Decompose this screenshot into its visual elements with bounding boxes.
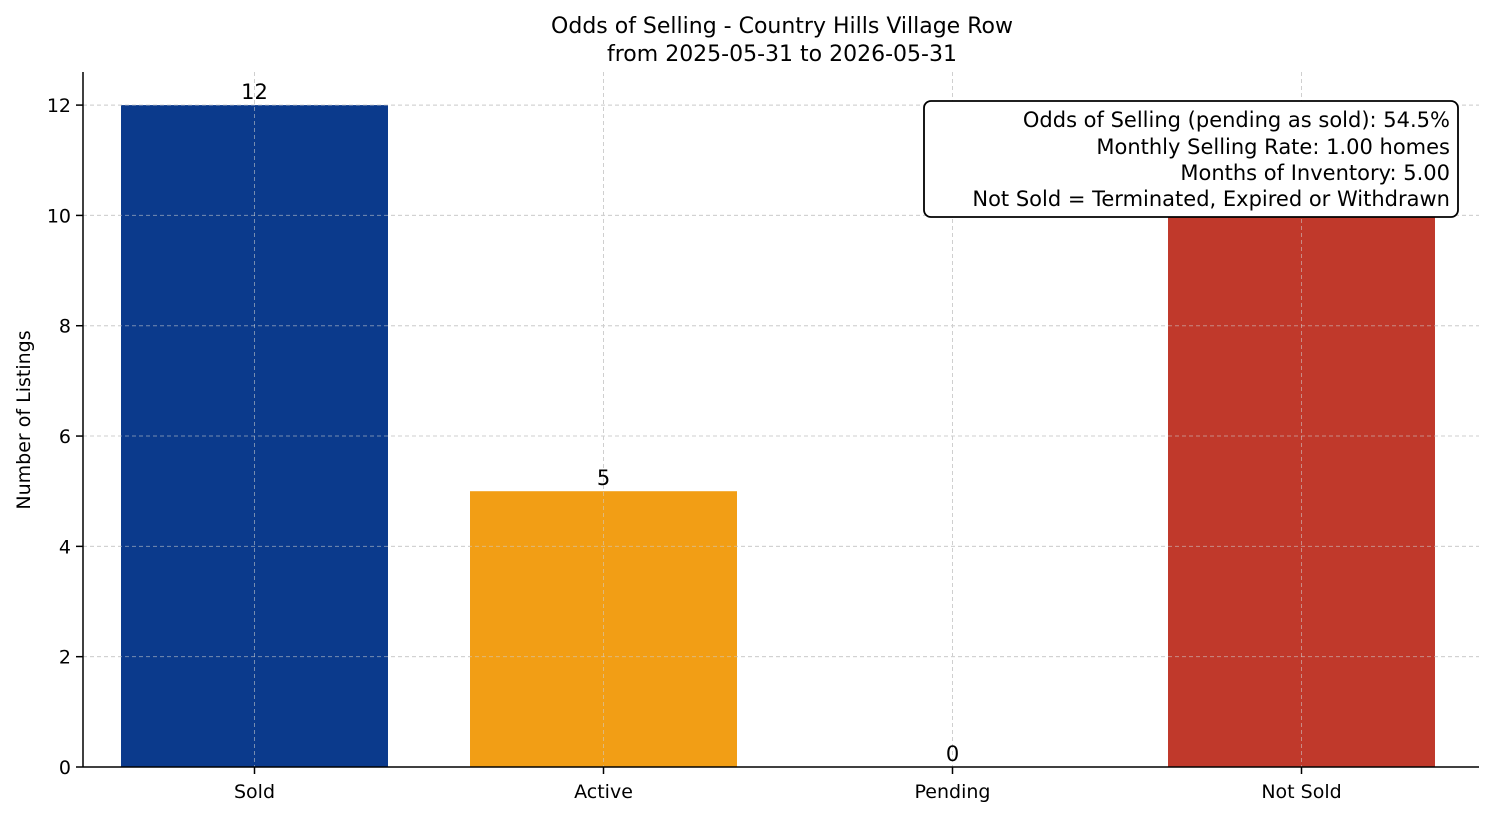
- bar-value-label: 0: [946, 742, 959, 766]
- x-tick-label: Sold: [234, 781, 275, 803]
- x-tick-label: Active: [574, 781, 633, 803]
- info-line-odds: Odds of Selling (pending as sold): 54.5%: [1023, 108, 1450, 132]
- y-tick-label: 12: [47, 95, 71, 117]
- y-tick-label: 2: [59, 647, 71, 669]
- x-tick-label: Not Sold: [1261, 781, 1341, 803]
- y-axis-label: Number of Listings: [13, 330, 35, 509]
- y-tick-label: 6: [59, 426, 71, 448]
- info-line-not-sold-definition: Not Sold = Terminated, Expired or Withdr…: [972, 187, 1450, 211]
- chart-title: Odds of Selling - Country Hills Village …: [551, 14, 1013, 39]
- y-tick-label: 8: [59, 316, 71, 338]
- bar-value-label: 5: [597, 466, 610, 490]
- bar-layer: [83, 72, 1479, 768]
- y-tick-label: 4: [59, 536, 71, 558]
- x-tick-label: Pending: [915, 781, 991, 803]
- info-box-frame: [923, 100, 1459, 218]
- info-line-selling-rate: Monthly Selling Rate: 1.00 homes: [1096, 135, 1450, 159]
- label-layer: 12 5 0: [241, 80, 959, 766]
- axis-layer: 0 2 4 6 8 10 12 Sold Active Pending Not Sold: [47, 72, 1479, 803]
- chart-subtitle: from 2025-05-31 to 2026-05-31: [607, 42, 957, 67]
- info-line-inventory: Months of Inventory: 5.00: [1180, 161, 1450, 185]
- y-tick-label: 0: [59, 757, 71, 779]
- bar-value-label: 12: [241, 80, 268, 104]
- info-box: Odds of Selling (pending as sold): 54.5%…: [923, 100, 1459, 218]
- y-tick-label: 10: [47, 205, 71, 227]
